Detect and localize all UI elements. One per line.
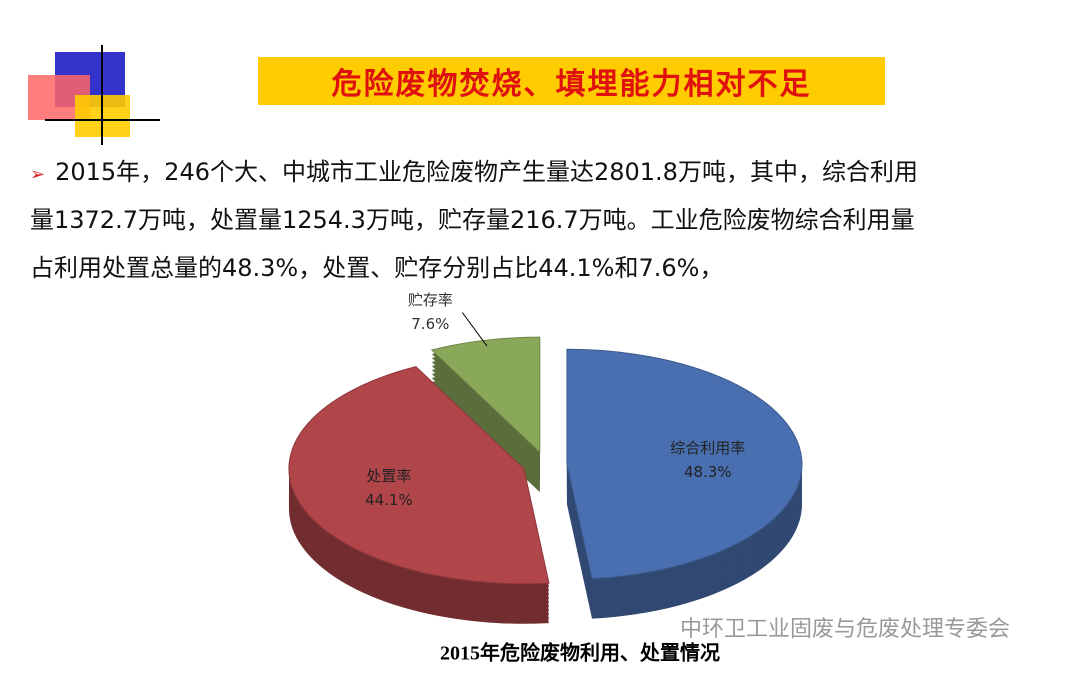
decoration	[28, 45, 160, 145]
value-label: 44.1%	[365, 491, 413, 509]
slice-label: 处置率	[366, 467, 411, 485]
value-label: 48.3%	[684, 463, 732, 481]
slice	[288, 366, 550, 585]
text-line: ➢ 2015年，246个大、中城市工业危险废物产生量达2801.8万吨，其中，综合…	[30, 152, 918, 187]
text-line: 占利用处置总量的48.3%，处置、贮存分别占比44.1%和7.6%，	[30, 254, 724, 282]
slice	[566, 348, 803, 580]
text-line: 量1372.7万吨，处置量1254.3万吨，贮存量216.7万吨。工业危险废物综…	[30, 206, 915, 234]
leader-line	[461, 312, 488, 347]
value-label: 7.6%	[411, 315, 449, 333]
slice-label: 综合利用率	[670, 439, 745, 457]
slide-title: 危险废物焚烧、填埋能力相对不足	[331, 67, 812, 102]
slice-label: 贮存率	[408, 291, 453, 309]
bullet: ➢	[30, 164, 46, 185]
title-box: 危险废物焚烧、填埋能力相对不足	[258, 57, 885, 105]
chart-title: 2015年危险废物利用、处置情况	[440, 641, 720, 665]
watermark: 中环卫工业固废与危废处理专委会	[680, 617, 1010, 642]
text: 2015年，246个大、中城市工业危险废物产生量达2801.8万吨，其中，综合利…	[55, 158, 918, 186]
slice	[430, 336, 541, 454]
